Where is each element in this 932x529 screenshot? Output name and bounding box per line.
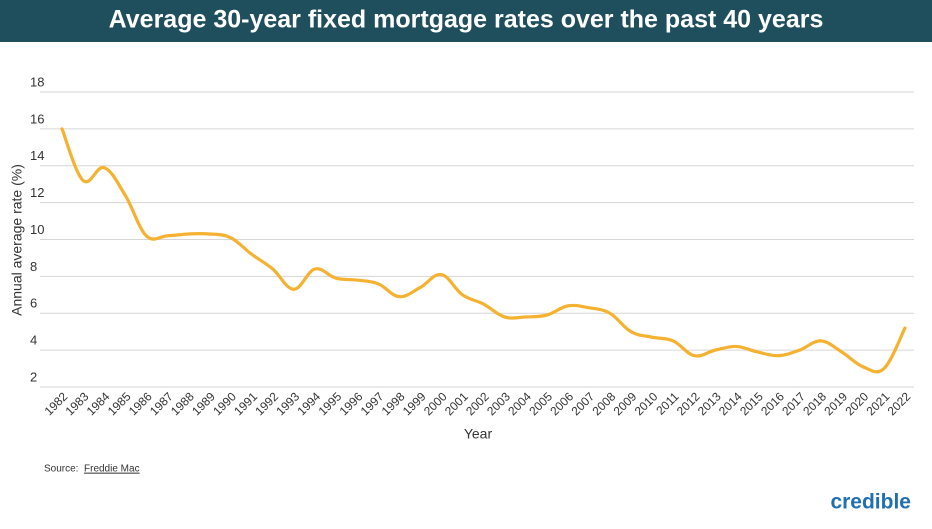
- y-tick-label: 14: [30, 148, 44, 163]
- x-axis-title: Year: [464, 426, 493, 442]
- line-series: [60, 127, 907, 374]
- source-link[interactable]: Freddie Mac: [84, 464, 140, 475]
- y-tick-label: 6: [30, 296, 37, 311]
- header-band: [0, 0, 932, 42]
- y-tick-label: 12: [30, 185, 44, 200]
- y-tick-label: 10: [30, 222, 44, 237]
- x-tick-label: 2022: [885, 389, 914, 418]
- y-tick-label: 16: [30, 111, 44, 126]
- brand-logo: credible: [830, 491, 911, 514]
- source-label: Source:: [44, 464, 78, 475]
- y-tick-label: 8: [30, 259, 37, 274]
- y-axis-title: Annual average rate (%): [9, 164, 25, 316]
- chart-title: Average 30-year fixed mortgage rates ove…: [109, 6, 824, 34]
- y-tick-label: 2: [30, 369, 37, 384]
- y-tick-label: 4: [30, 333, 37, 348]
- y-tick-label: 18: [30, 74, 44, 89]
